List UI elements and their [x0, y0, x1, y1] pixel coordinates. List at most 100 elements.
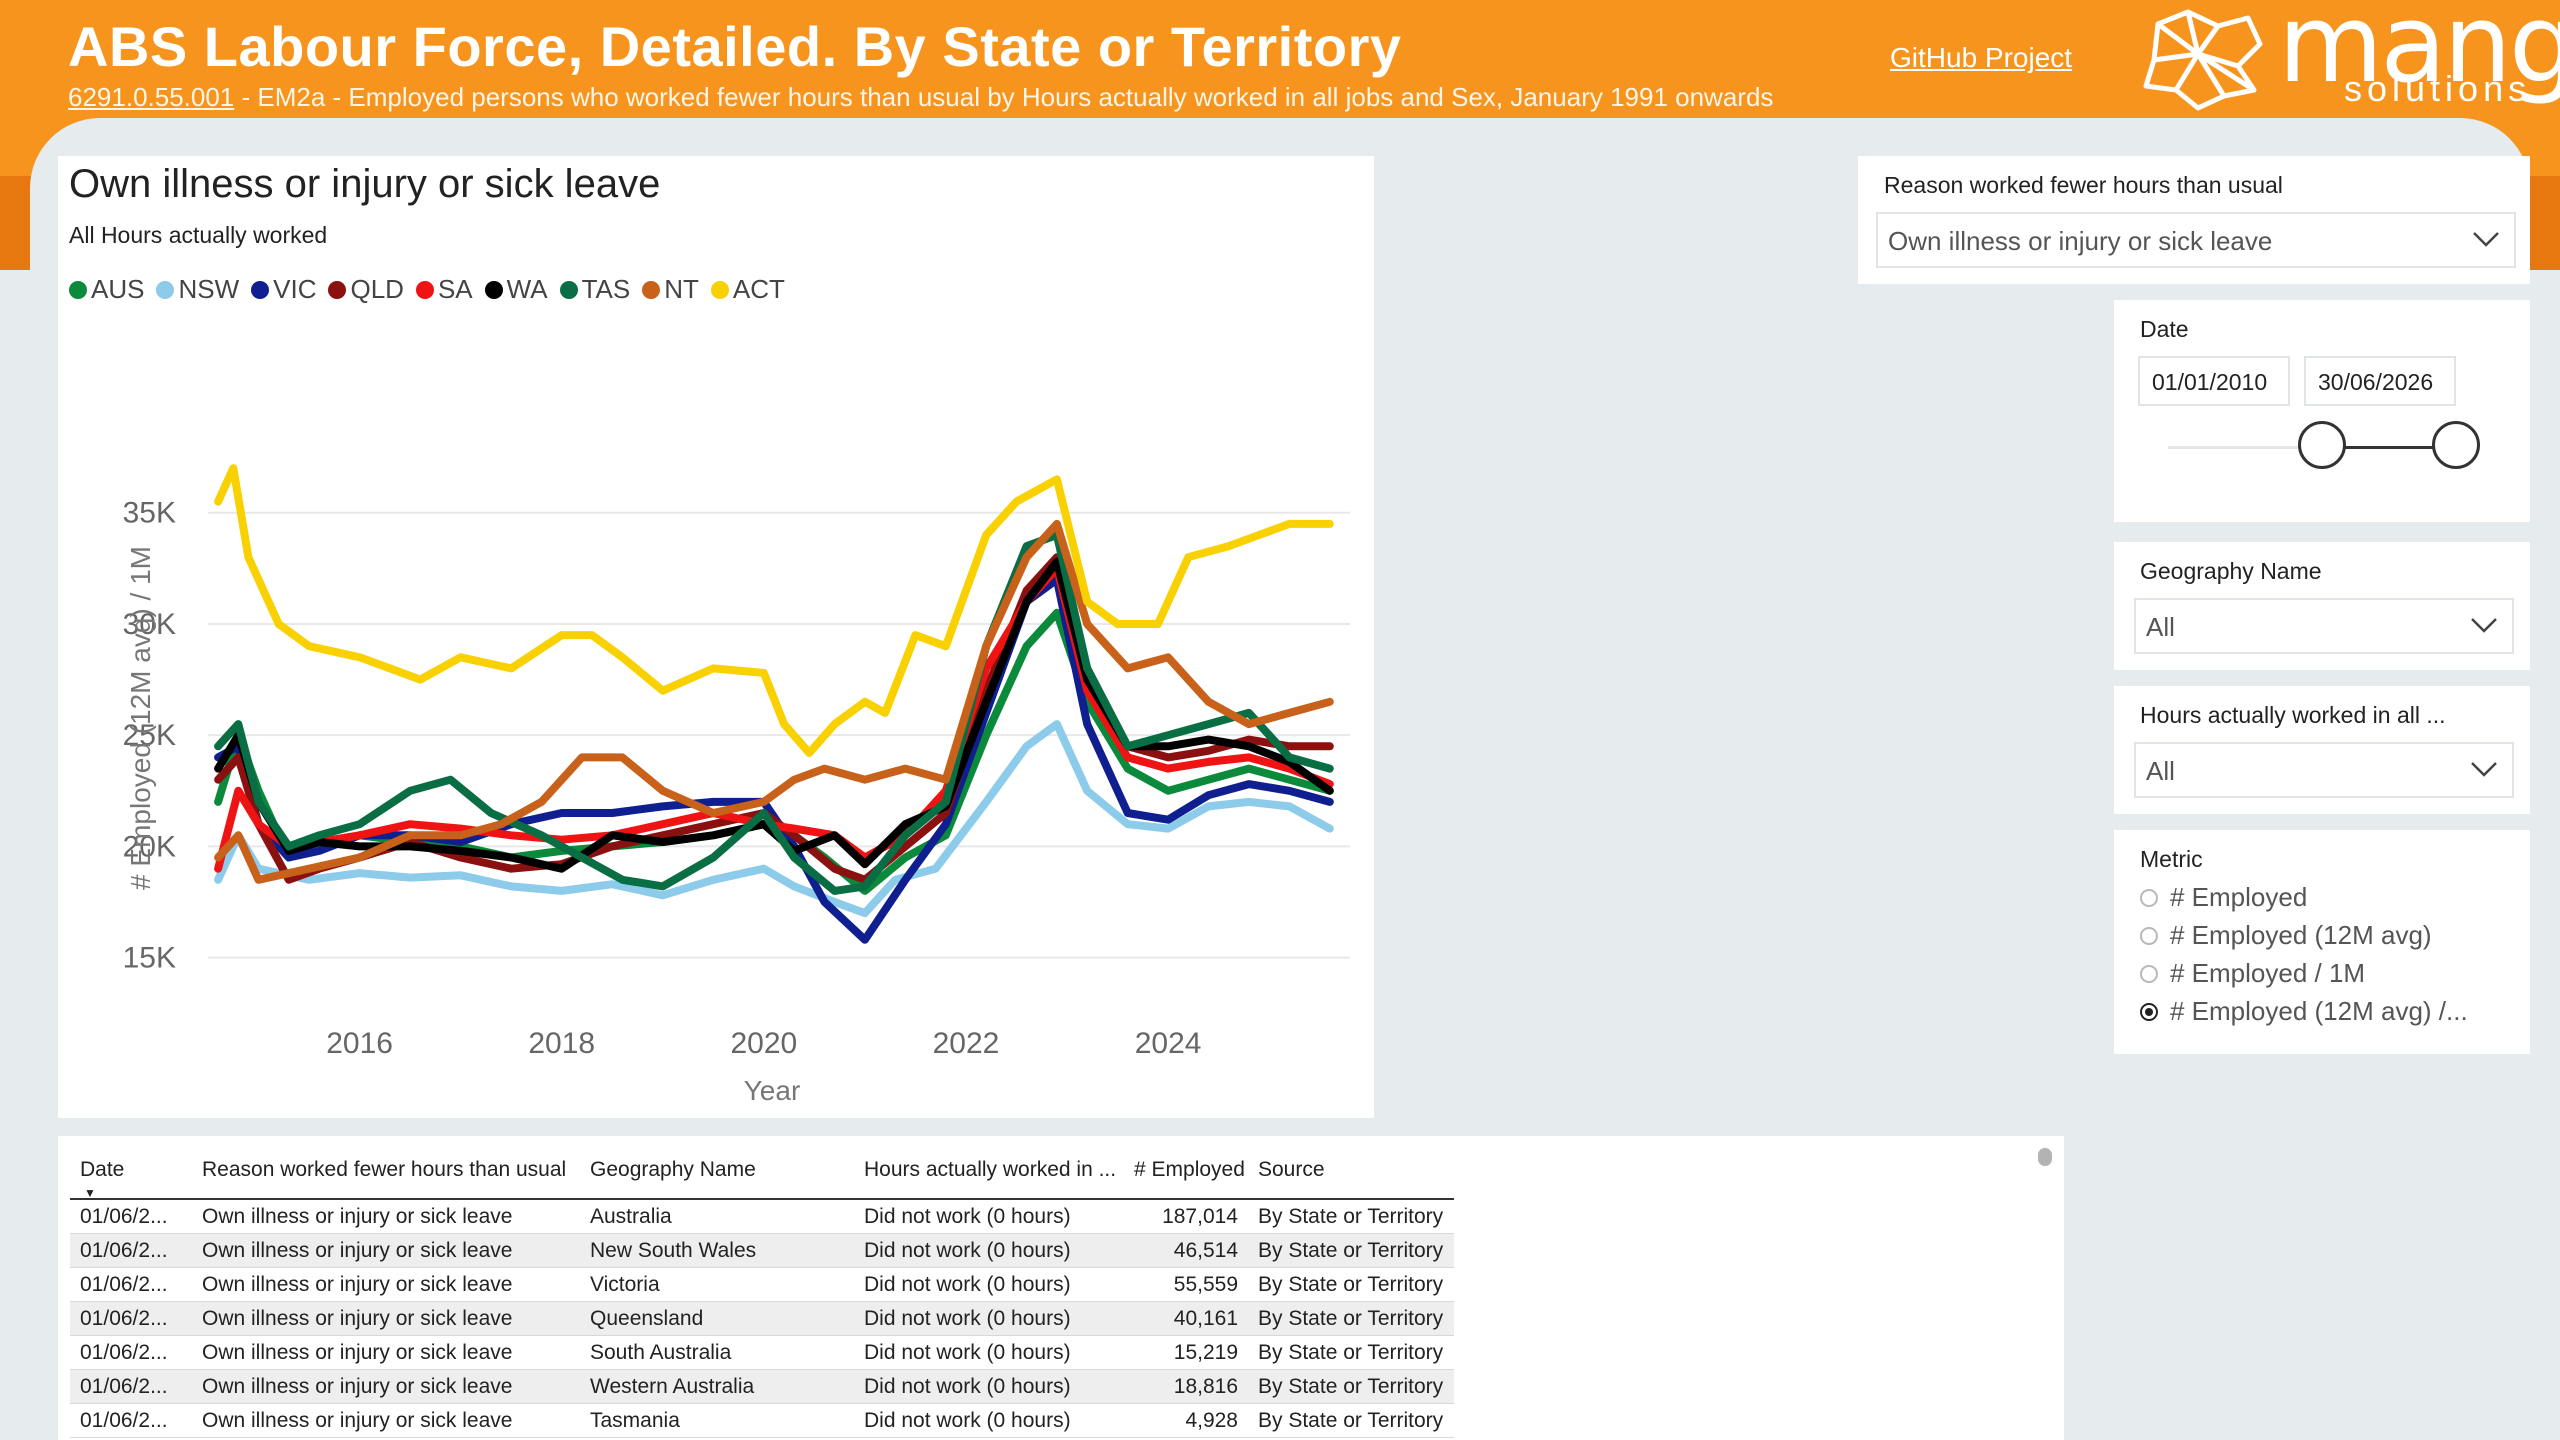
x-tick-label: 2018 [528, 1027, 595, 1060]
radio-button[interactable] [2140, 926, 2158, 945]
table-cell: 01/06/2... [70, 1403, 192, 1438]
geography-dropdown[interactable]: All [2134, 598, 2514, 654]
legend-dot-icon [642, 280, 661, 299]
chart-legend: AUS NSW VIC QLD SA WA TAS NT ACT [69, 274, 785, 305]
line-chart-svg[interactable]: 15K 20K 25K 30K 35K 2016 2018 2020 2022 2024 Year #… [58, 156, 1374, 1118]
date-slider-start-handle[interactable] [2298, 421, 2346, 469]
legend-label: VIC [273, 274, 317, 304]
github-project-link[interactable]: GitHub Project [1890, 42, 2073, 73]
series-line-sa[interactable] [214, 564, 1334, 873]
legend-dot-icon [328, 280, 347, 299]
reason-slicer-label: Reason worked fewer hours than usual [1884, 172, 2283, 198]
table-cell: Own illness or injury or sick leave [192, 1267, 580, 1302]
table-cell: Did not work (0 hours) [854, 1267, 1124, 1302]
table-cell: Own illness or injury or sick leave [192, 1301, 580, 1336]
column-header-employed[interactable]: # Employed [1124, 1148, 1248, 1200]
table-cell: Western Australia [580, 1369, 854, 1404]
series-line-nsw[interactable] [214, 720, 1334, 918]
series-line-nt[interactable] [214, 519, 1334, 884]
date-end-input[interactable]: 30/06/2026 [2304, 356, 2456, 406]
chart-title: Own illness or injury or sick leave [69, 162, 661, 206]
table-cell: Did not work (0 hours) [854, 1403, 1124, 1438]
page-subtitle: 6291.0.55.001 - EM2a - Employed persons … [68, 82, 1773, 113]
y-tick-label: 35K [123, 497, 176, 530]
legend-dot-icon [69, 280, 87, 299]
legend-item[interactable]: ACT [710, 274, 785, 305]
logo-mark-icon [2143, 9, 2263, 111]
x-tick-label: 2024 [1135, 1027, 1202, 1060]
column-header-hours[interactable]: Hours actually worked in ... [854, 1148, 1124, 1200]
table-cell: Australia [580, 1199, 854, 1234]
legend-item[interactable]: NT [642, 274, 699, 305]
table-cell: 01/06/2... [70, 1199, 192, 1234]
table-cell: Queensland [580, 1301, 854, 1336]
chevron-down-icon [2471, 762, 2497, 777]
hours-dropdown[interactable]: All [2134, 742, 2514, 798]
table-cell: 01/06/2... [70, 1301, 192, 1336]
table-row[interactable]: 01/06/2... Own illness or injury or sick … [70, 1267, 1454, 1302]
table-row[interactable]: 01/06/2... Own illness or injury or sick … [70, 1403, 1454, 1438]
hours-slicer-label: Hours actually worked in all ... [2140, 702, 2446, 728]
table-cell: Victoria [580, 1267, 854, 1302]
page-title: ABS Labour Force, Detailed. By State or … [68, 15, 1402, 78]
legend-label: NT [664, 274, 699, 304]
table-cell: By State or Territory [1248, 1301, 1454, 1336]
y-tick-label: 30K [123, 608, 176, 641]
radio-button-selected[interactable] [2140, 1002, 2158, 1021]
table-cell: 55,559 [1124, 1267, 1248, 1302]
table-scrollbar[interactable] [2038, 1148, 2052, 1166]
metric-option-employed-per-1m[interactable]: # Employed / 1M [2140, 958, 2365, 989]
legend-item[interactable]: TAS [559, 274, 630, 305]
metric-option-employed-12m[interactable]: # Employed (12M avg) [2140, 920, 2432, 951]
metric-option-employed-12m-per-1m[interactable]: # Employed (12M avg) /... [2140, 996, 2468, 1027]
table-cell: 01/06/2... [70, 1335, 192, 1370]
legend-dot-icon [559, 280, 578, 299]
table-row[interactable]: 01/06/2... Own illness or injury or sick … [70, 1335, 1454, 1370]
series-line-tas[interactable] [214, 531, 1334, 895]
table-cell: Tasmania [580, 1403, 854, 1438]
logo-word: manga [2278, 0, 2560, 107]
sort-descending-icon: ▼ [84, 1186, 96, 1200]
table-cell: Own illness or injury or sick leave [192, 1403, 580, 1438]
metric-option-label: # Employed [2170, 882, 2308, 912]
series-line-act[interactable] [214, 464, 1334, 757]
legend-item[interactable]: SA [415, 274, 473, 305]
radio-button[interactable] [2140, 888, 2158, 907]
line-chart-visual[interactable]: Own illness or injury or sick leave All … [58, 156, 1374, 1118]
table-row[interactable]: 01/06/2... Own illness or injury or sick … [70, 1199, 1454, 1234]
legend-item[interactable]: VIC [251, 274, 316, 305]
legend-item[interactable]: AUS [69, 274, 144, 305]
data-table-visual: Date ▼ Reason worked fewer hours than usu… [58, 1136, 2064, 1440]
table-cell: New South Wales [580, 1233, 854, 1268]
table-row[interactable]: 01/06/2... Own illness or injury or sick … [70, 1301, 1454, 1336]
legend-label: WA [506, 274, 548, 304]
column-header-source[interactable]: Source [1248, 1148, 1454, 1200]
table-cell: By State or Territory [1248, 1267, 1454, 1302]
reason-dropdown[interactable]: Own illness or injury or sick leave [1876, 212, 2516, 268]
legend-item[interactable]: NSW [156, 274, 239, 305]
y-tick-label: 15K [123, 942, 176, 975]
reason-slicer: Reason worked fewer hours than usual Own… [1858, 156, 2530, 284]
radio-button[interactable] [2140, 964, 2158, 983]
legend-label: AUS [91, 274, 145, 304]
legend-dot-icon [156, 280, 175, 299]
metric-option-employed[interactable]: # Employed [2140, 882, 2307, 913]
manga-solutions-logo: manga solutions [2128, 0, 2560, 114]
catalogue-link[interactable]: 6291.0.55.001 [68, 82, 235, 112]
column-header-date[interactable]: Date ▼ [70, 1148, 192, 1200]
metric-option-label: # Employed (12M avg) /... [2170, 996, 2468, 1026]
table-cell: By State or Territory [1248, 1199, 1454, 1234]
table-row[interactable]: 01/06/2... Own illness or injury or sick … [70, 1233, 1454, 1268]
column-header-geography[interactable]: Geography Name [580, 1148, 854, 1200]
legend-label: SA [437, 274, 473, 304]
date-slider-end-handle[interactable] [2432, 421, 2480, 469]
table-cell: 18,816 [1124, 1369, 1248, 1404]
legend-item[interactable]: WA [484, 274, 548, 305]
table-cell: Did not work (0 hours) [854, 1199, 1124, 1234]
column-header-reason[interactable]: Reason worked fewer hours than usual [192, 1148, 580, 1200]
table-row[interactable]: 01/06/2... Own illness or injury or sick … [70, 1369, 1454, 1404]
legend-label: ACT [732, 274, 785, 304]
reason-dropdown-value: Own illness or injury or sick leave [1888, 226, 2273, 256]
legend-item[interactable]: QLD [328, 274, 404, 305]
date-start-input[interactable]: 01/01/2010 [2138, 356, 2290, 406]
